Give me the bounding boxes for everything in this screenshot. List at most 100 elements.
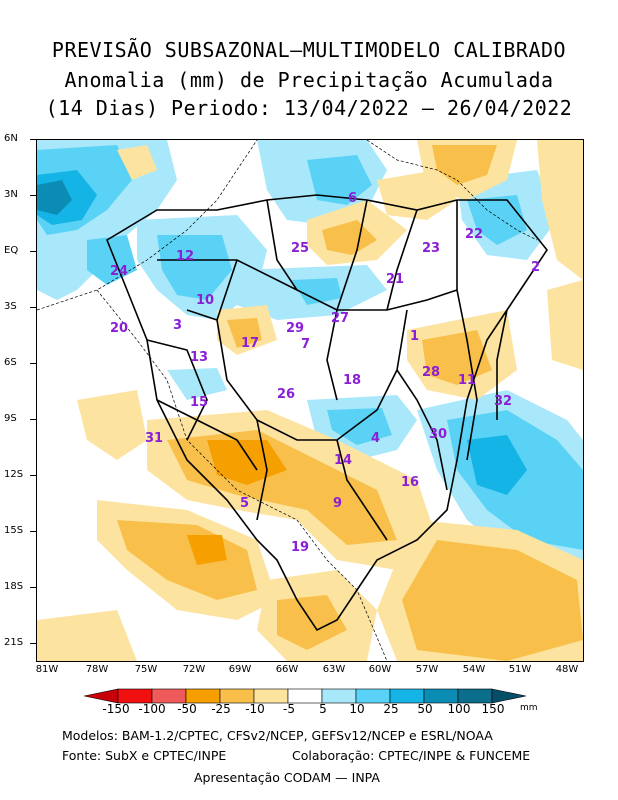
map-canvas: 1 2 3 4 5 6 7 9 10 11 12 13 14 15 16 17 … [37,140,583,661]
basin-label-13: 13 [190,350,208,365]
basin-label-5: 5 [240,496,249,511]
credit-models: Modelos: BAM-1.2/CPTEC, CFSv2/NCEP, GEFS… [62,728,493,743]
colorbar-cells [84,688,527,704]
lon-label-57w: 57W [415,664,439,675]
lon-label-81w: 81W [35,664,59,675]
credit-presentation: Apresentação CODAM — INPA [194,770,380,785]
lat-label-12s: 12S [4,469,24,480]
lon-label-66w: 66W [275,664,299,675]
lon-label-78w: 78W [85,664,109,675]
basin-label-25: 25 [291,241,309,256]
lon-label-72w: 72W [182,664,206,675]
colorbar-cell [457,688,493,704]
colorbar-cell [423,688,459,704]
basin-label-2: 2 [531,260,540,275]
basin-label-7: 7 [301,337,310,352]
lon-label-63w: 63W [322,664,346,675]
map-title-line-3: (14 Dias) Periodo: 13/04/2022 — 26/04/20… [45,96,573,120]
colorbar-label: 25 [383,702,399,716]
basin-label-29: 29 [286,321,304,336]
colorbar-label: -100 [138,702,166,716]
basin-label-20: 20 [110,321,128,336]
precipitation-anomaly-map: 1 2 3 4 5 6 7 9 10 11 12 13 14 15 16 17 … [36,139,584,662]
lat-tickmark [30,195,36,196]
lat-tickmark [30,139,36,140]
basin-label-19: 19 [291,540,309,555]
basin-labels: 1 2 3 4 5 6 7 9 10 11 12 13 14 15 16 17 … [110,191,540,555]
colorbar-label: -50 [177,702,197,716]
map-title-line-2: Anomalia (mm) de Precipitação Acumulada [64,68,554,92]
lon-label-75w: 75W [134,664,158,675]
positive-anomaly-areas [37,140,583,570]
basin-label-24: 24 [110,264,128,279]
lat-label-15s: 15S [4,525,24,536]
lat-label-6s: 6S [4,357,17,368]
lon-label-48w: 48W [555,664,579,675]
basin-label-1: 1 [410,329,419,344]
basin-label-18: 18 [343,373,361,388]
colorbar-cell [389,688,425,704]
colorbar-cell [287,688,323,704]
basin-label-23: 23 [422,241,440,256]
lat-label-3n: 3N [4,189,18,200]
lat-label-18s: 18S [4,581,24,592]
basin-label-30: 30 [429,427,447,442]
lat-label-3s: 3S [4,301,17,312]
colorbar-cell [185,688,221,704]
lat-tickmark [30,643,36,644]
lat-label-9s: 9S [4,413,17,424]
lat-tickmark [30,419,36,420]
colorbar-cell [84,688,119,704]
basin-label-22: 22 [465,227,483,242]
lat-label-6n: 6N [4,133,18,144]
colorbar-label: -5 [283,702,295,716]
colorbar-label: -25 [211,702,231,716]
basin-label-6: 6 [348,191,357,206]
basin-label-12: 12 [176,249,194,264]
colorbar-label: -150 [102,702,130,716]
colorbar-label: -10 [245,702,265,716]
credit-collaboration: Colaboração: CPTEC/INPE & FUNCEME [292,748,531,763]
colorbar [84,688,527,704]
basin-label-14: 14 [334,453,352,468]
basin-label-28: 28 [422,365,440,380]
colorbar-cell [321,688,357,704]
negative-anomaly-areas [37,140,583,661]
lon-label-60w: 60W [368,664,392,675]
lat-tickmark [30,475,36,476]
colorbar-cell [491,688,527,704]
lon-label-54w: 54W [462,664,486,675]
colorbar-label: 50 [417,702,433,716]
basin-label-32: 32 [494,394,512,409]
basin-label-11: 11 [458,373,476,388]
basin-label-17: 17 [241,336,259,351]
basin-label-3: 3 [173,318,182,333]
credit-source: Fonte: SubX e CPTEC/INPE [62,748,227,763]
basin-label-4: 4 [371,431,380,446]
lat-tickmark [30,251,36,252]
basin-label-10: 10 [196,293,214,308]
lat-label-eq: EQ [4,245,19,256]
colorbar-cell [355,688,391,704]
basin-label-15: 15 [190,395,208,410]
lon-label-69w: 69W [228,664,252,675]
map-title-line-1: PREVISÃO SUBSAZONAL—MULTIMODELO CALIBRAD… [51,38,567,62]
colorbar-label: 10 [349,702,365,716]
basin-label-9: 9 [333,496,342,511]
colorbar-cell [117,688,153,704]
colorbar-cell [151,688,187,704]
basin-label-26: 26 [277,387,295,402]
lat-tickmark [30,531,36,532]
colorbar-cell [219,688,255,704]
lat-tickmark [30,363,36,364]
river-basin-boundaries [106,194,548,632]
colorbar-label: 150 [481,702,505,716]
colorbar-cell [253,688,289,704]
basin-label-21: 21 [386,272,404,287]
colorbar-unit: mm [520,703,538,713]
colorbar-label: 100 [447,702,471,716]
lat-tickmark [30,307,36,308]
lat-label-21s: 21S [4,637,24,648]
lon-label-51w: 51W [508,664,532,675]
colorbar-label: 5 [319,702,327,716]
